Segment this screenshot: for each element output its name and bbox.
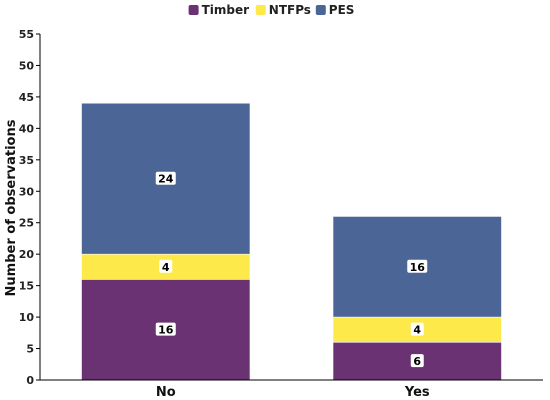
y-tick-label: 15 [19,280,34,293]
x-tick-label: No [156,385,176,400]
legend-label-pes: PES [329,3,355,17]
bars: 16 4 24 6 4 16 [81,102,502,381]
y-axis-title: Number of observations [4,119,19,296]
data-label-background [155,322,176,336]
legend-swatch-ntfps [255,5,266,15]
legend: Timber NTFPs PES [188,3,355,17]
y-tick-label: 10 [19,311,35,324]
y-tick-label: 0 [26,374,34,387]
x-axis: No Yes [40,379,543,400]
data-label-background [410,354,424,368]
data-label: 4 [413,324,421,337]
y-axis: 0 5 10 15 20 25 30 35 40 45 50 55 [19,28,41,387]
data-label: 16 [158,324,174,337]
y-tick-label: 20 [19,248,35,261]
y-tick-label: 30 [19,185,35,198]
x-tick-label: Yes [404,385,430,400]
data-label: 4 [162,261,170,274]
y-tick-label: 40 [19,122,35,135]
y-tick-label: 45 [19,91,34,104]
legend-label-timber: Timber [202,3,250,17]
data-label: 24 [158,173,174,186]
legend-swatch-pes [315,5,326,15]
data-label-background [159,259,173,273]
y-tick-label: 55 [19,28,34,41]
y-tick-label: 50 [19,59,35,72]
data-label-background [407,259,428,273]
data-label-background [155,171,176,185]
y-tick-label: 25 [19,217,34,230]
y-tick-label: 5 [26,343,34,356]
legend-label-ntfps: NTFPs [269,3,311,17]
data-label: 16 [410,261,426,274]
legend-swatch-timber [188,5,199,15]
y-tick-label: 35 [19,154,34,167]
data-label-background [410,322,424,336]
data-label: 6 [413,355,421,368]
